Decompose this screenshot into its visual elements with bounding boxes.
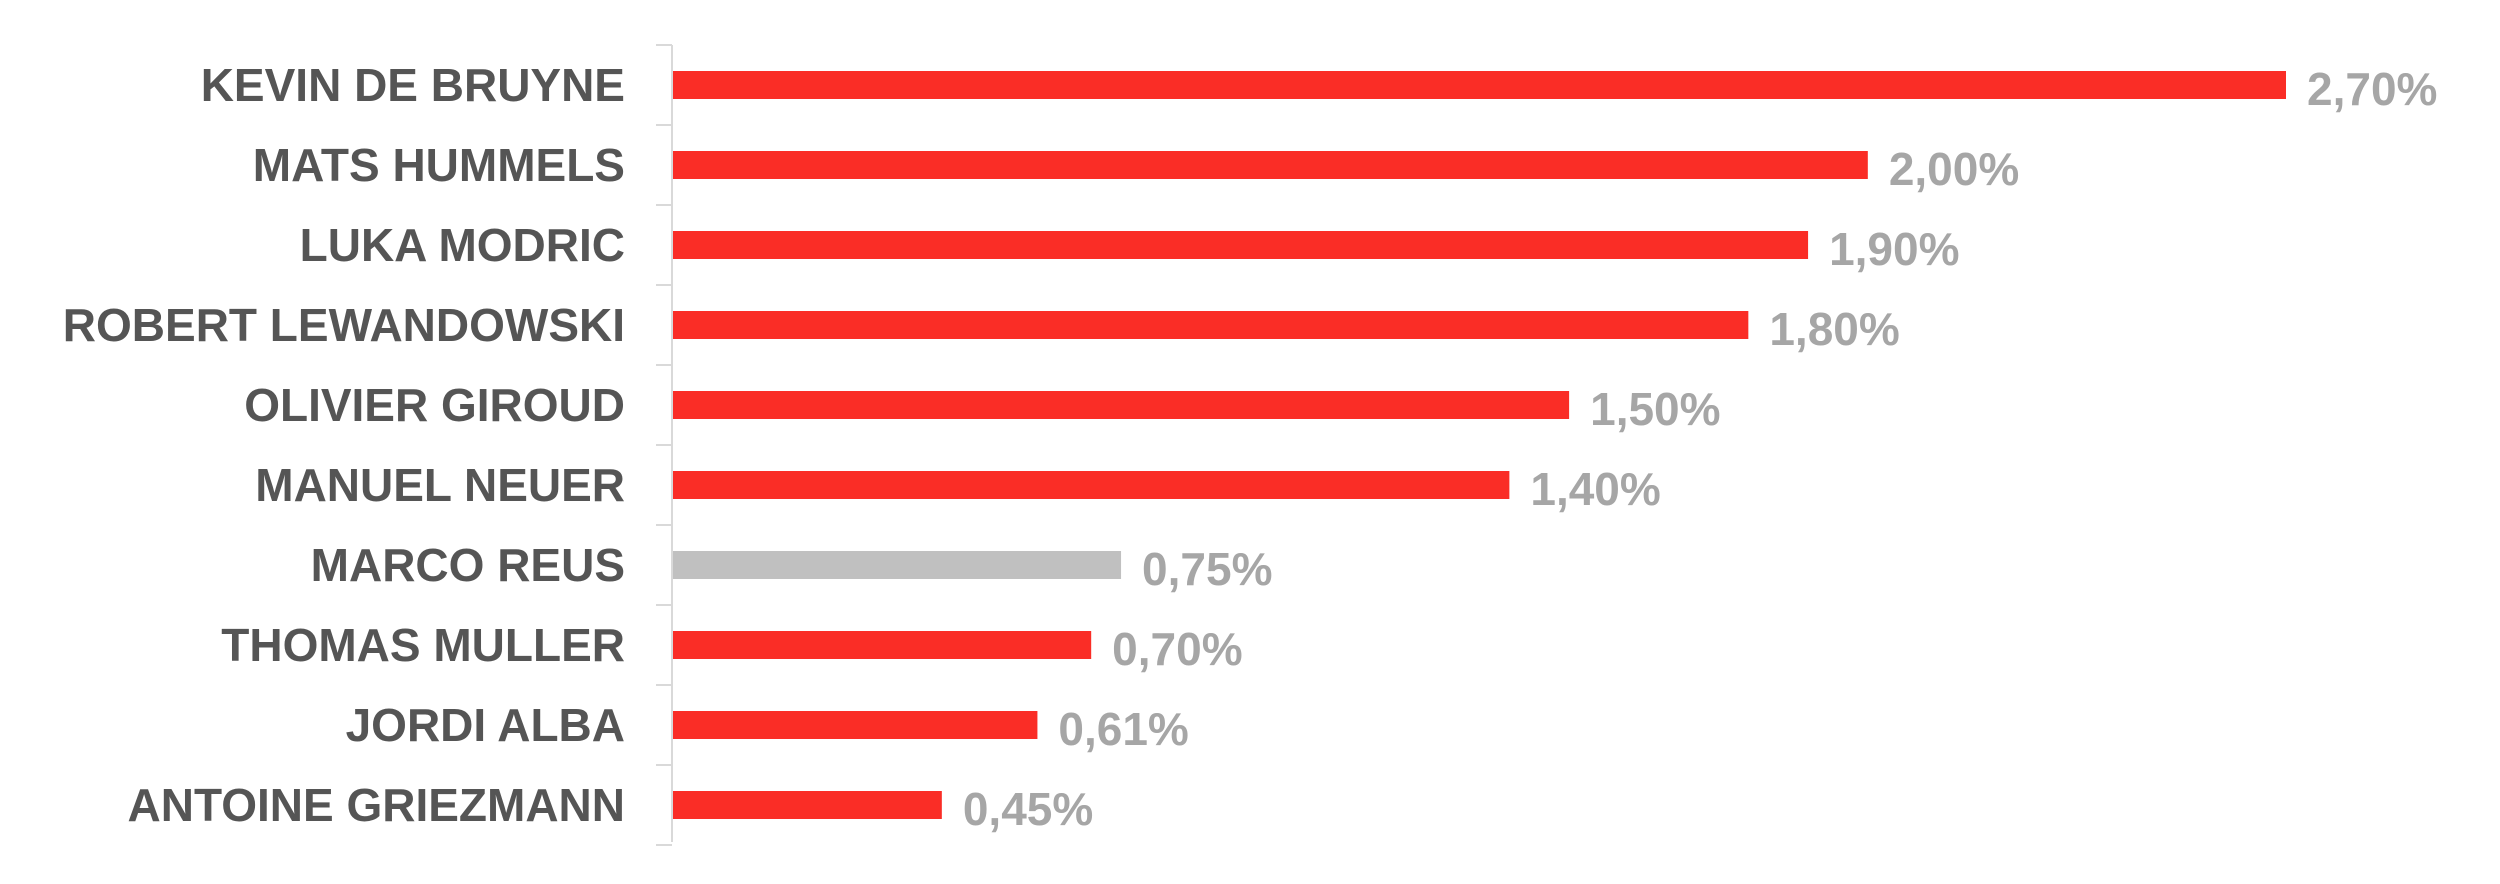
category-label: JORDI ALBA [346, 699, 625, 751]
category-label: MARCO REUS [311, 539, 625, 591]
bar [673, 551, 1122, 579]
labels-group: KEVIN DE BRUYNE 2,70% MATS HUMMELS 2,00% LUK… [63, 59, 2438, 835]
value-label: 0,45% [963, 783, 1093, 835]
category-label: OLIVIER GIROUD [244, 379, 625, 431]
value-label: 0,75% [1142, 543, 1272, 595]
value-label: 1,80% [1769, 303, 1899, 355]
axis-group [656, 44, 673, 846]
bars-group [673, 71, 2286, 819]
value-label: 2,00% [1889, 143, 2019, 195]
value-label: 0,70% [1112, 623, 1242, 675]
value-label: 2,70% [2307, 63, 2437, 115]
value-label: 1,40% [1530, 463, 1660, 515]
category-label: MANUEL NEUER [255, 459, 625, 511]
category-label: MATS HUMMELS [253, 139, 625, 191]
value-label: 1,50% [1590, 383, 1720, 435]
category-label: LUKA MODRIC [300, 219, 625, 271]
bar [673, 471, 1510, 499]
category-label: ROBERT LEWANDOWSKI [63, 299, 625, 351]
bar [673, 711, 1038, 739]
bar [673, 791, 942, 819]
value-label: 1,90% [1829, 223, 1959, 275]
value-label: 0,61% [1058, 703, 1188, 755]
bar [673, 391, 1570, 419]
bar [673, 151, 1868, 179]
category-label: KEVIN DE BRUYNE [201, 59, 625, 111]
bar [673, 231, 1809, 259]
category-label: ANTOINE GRIEZMANN [128, 779, 626, 831]
bar [673, 71, 2286, 99]
bar [673, 631, 1092, 659]
bar [673, 311, 1749, 339]
category-label: THOMAS MULLER [221, 619, 625, 671]
